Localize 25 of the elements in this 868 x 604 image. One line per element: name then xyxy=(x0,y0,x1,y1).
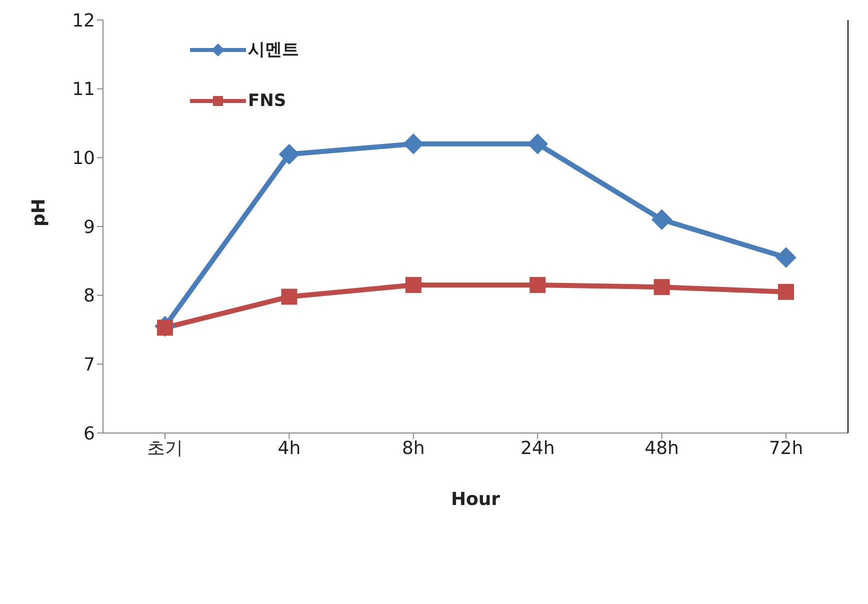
x-tick-label: 72h xyxy=(768,438,804,459)
point xyxy=(281,288,298,305)
x-tick-label: 24h xyxy=(520,438,555,459)
y-tick-label: 7 xyxy=(84,354,95,376)
y-tick-label: 9 xyxy=(84,216,95,238)
x-tick-label: 8h xyxy=(402,438,425,459)
x-tick-label: 4h xyxy=(278,438,301,459)
y-tick-label: 8 xyxy=(84,286,95,307)
legend-label: 시멘트 xyxy=(248,39,299,61)
point xyxy=(651,209,672,230)
point xyxy=(776,247,796,268)
y-tick-label: 12 xyxy=(72,10,95,32)
x-tick-label: 초기 xyxy=(147,438,183,459)
point xyxy=(278,144,300,165)
y-tick-label: 10 xyxy=(72,148,95,170)
point xyxy=(405,277,422,294)
y-tick-label: 11 xyxy=(72,79,95,100)
x-axis-title: Hour xyxy=(450,489,500,510)
y-axis-title: pH xyxy=(28,198,50,226)
point xyxy=(530,277,546,294)
point xyxy=(778,284,794,300)
x-tick-label: 48h xyxy=(644,438,679,459)
legend-label: FNS xyxy=(248,91,286,111)
point xyxy=(654,279,670,296)
y-tick-label: 6 xyxy=(84,423,95,444)
